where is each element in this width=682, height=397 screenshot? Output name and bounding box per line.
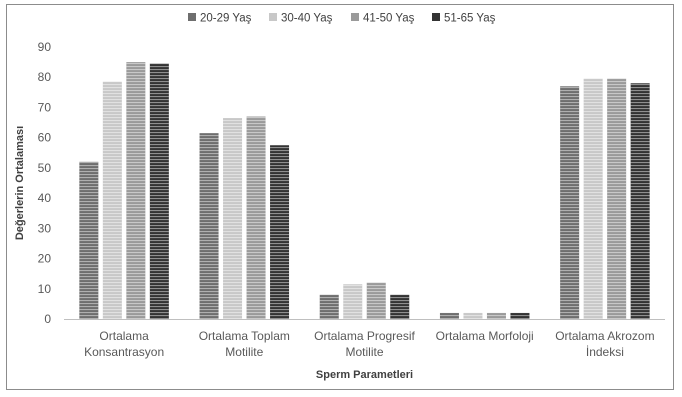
- bar-stripes: [583, 78, 603, 319]
- bar: [439, 312, 459, 319]
- bar-stripes: [79, 161, 99, 319]
- x-category-label: Ortalama Morfoloji: [436, 329, 534, 343]
- legend-label: 20-29 Yaş: [200, 13, 252, 25]
- y-axis: 0 10 20 30 40 50 60 70 80 90: [38, 40, 52, 326]
- bar-stripes: [439, 312, 459, 319]
- x-axis-title: Sperm Parametleri: [316, 369, 413, 381]
- bar: [583, 78, 603, 319]
- legend-item: 41-50 Yaş: [351, 13, 415, 25]
- x-category-label-line: Ortalama Akrozom: [555, 329, 654, 343]
- legend-swatch: [269, 13, 277, 21]
- bar-stripes: [366, 282, 386, 319]
- bar: [102, 81, 122, 319]
- x-category-label: Ortalama Progresif Motilite: [314, 329, 415, 359]
- bar-stripes: [463, 312, 483, 319]
- bar-stripes: [102, 81, 122, 319]
- bar-stripes: [607, 78, 627, 319]
- y-tick-label: 20: [38, 252, 52, 266]
- bar-stripes: [343, 284, 363, 319]
- bar: [560, 86, 580, 320]
- y-tick-label: 70: [38, 100, 52, 114]
- x-category-label-line: İndeksi: [586, 345, 624, 359]
- legend-item: 20-29 Yaş: [188, 13, 252, 25]
- bar-stripes: [199, 133, 219, 319]
- bar: [390, 294, 410, 319]
- y-tick-label: 80: [38, 70, 52, 84]
- bar: [199, 133, 219, 319]
- bar-stripes: [149, 63, 169, 319]
- bar-stripes: [560, 86, 580, 320]
- legend-swatch: [351, 13, 359, 21]
- bar: [366, 282, 386, 319]
- bar: [343, 284, 363, 319]
- legend-label: 51-65 Yaş: [444, 13, 496, 25]
- x-category-label-line: Ortalama Toplam: [199, 329, 290, 343]
- x-category-label: Ortalama Toplam Motilite: [199, 329, 290, 359]
- y-axis-title: Değerlerin Ortalaması: [14, 126, 26, 240]
- legend: 20-29 Yaş 30-40 Yaş 41-50 Yaş 51-65 Yaş: [188, 13, 496, 25]
- bar: [270, 145, 290, 319]
- bars: [79, 62, 650, 320]
- x-category-label: Ortalama Akrozom İndeksi: [555, 329, 654, 359]
- legend-label: 41-50 Yaş: [363, 13, 415, 25]
- legend-label: 30-40 Yaş: [281, 13, 333, 25]
- bar-stripes: [390, 294, 410, 319]
- bar-stripes: [510, 312, 530, 319]
- bar: [79, 161, 99, 319]
- bar: [486, 312, 506, 319]
- bar: [319, 294, 339, 319]
- bar-stripes: [223, 118, 243, 320]
- y-tick-label: 40: [38, 191, 52, 205]
- x-axis: Ortalama Konsantrasyon Ortalama Toplam Moti…: [64, 319, 665, 359]
- y-tick-label: 90: [38, 40, 52, 54]
- x-category-label-line: Ortalama: [99, 329, 149, 343]
- y-tick-label: 60: [38, 131, 52, 145]
- x-category-label-line: Konsantrasyon: [84, 345, 164, 359]
- y-tick-label: 10: [38, 282, 52, 296]
- bar: [510, 312, 530, 319]
- y-tick-label: 30: [38, 221, 52, 235]
- y-tick-label: 50: [38, 161, 52, 175]
- x-category-label-line: Motilite: [345, 345, 383, 359]
- bar: [607, 78, 627, 319]
- legend-item: 30-40 Yaş: [269, 13, 333, 25]
- bar: [246, 116, 266, 319]
- bar-stripes: [319, 294, 339, 319]
- x-category-label-line: Ortalama Progresif: [314, 329, 415, 343]
- x-category-label: Ortalama Konsantrasyon: [84, 329, 164, 359]
- bar: [630, 83, 650, 320]
- bar-stripes: [126, 62, 146, 319]
- x-category-label-line: Motilite: [225, 345, 263, 359]
- bar: [463, 312, 483, 319]
- bar: [149, 63, 169, 319]
- x-category-label-line: Ortalama Morfoloji: [436, 329, 534, 343]
- bar: [126, 62, 146, 319]
- bar-stripes: [246, 116, 266, 319]
- bar-stripes: [630, 83, 650, 320]
- legend-item: 51-65 Yaş: [432, 13, 496, 25]
- bar: [223, 118, 243, 320]
- legend-swatch: [432, 13, 440, 21]
- y-tick-label: 0: [44, 312, 51, 326]
- bar-stripes: [270, 145, 290, 319]
- legend-swatch: [188, 13, 196, 21]
- bar-stripes: [486, 312, 506, 319]
